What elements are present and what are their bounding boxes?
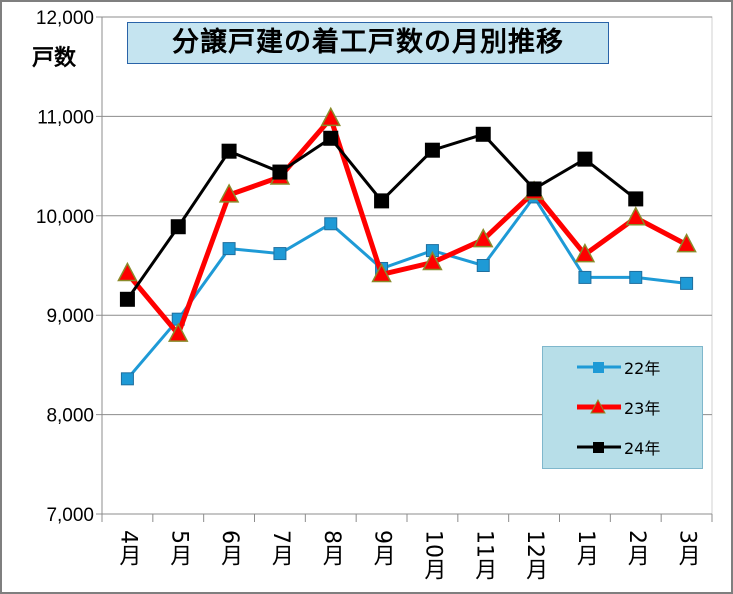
data-point	[371, 262, 392, 283]
data-point	[676, 233, 697, 253]
x-tick-label: 1月	[572, 530, 598, 566]
data-point	[476, 259, 490, 272]
x-tick-label: 12月	[522, 530, 548, 580]
series-22年	[120, 190, 694, 386]
data-point	[324, 217, 338, 231]
y-tick-label: 10,000	[36, 207, 94, 228]
legend-marker	[577, 362, 621, 373]
data-point	[629, 270, 643, 284]
legend-label: 23年	[624, 399, 661, 418]
legend-marker	[577, 442, 621, 453]
data-point	[170, 219, 186, 235]
x-tick-label: 6月	[217, 530, 243, 566]
x-tick-label: 2月	[623, 530, 649, 566]
legend-item: 22年	[577, 357, 661, 378]
x-tick-label: 7月	[267, 530, 293, 566]
y-tick-label: 7,000	[46, 505, 94, 526]
data-point	[272, 164, 288, 180]
data-point	[526, 181, 542, 197]
data-point	[222, 242, 236, 256]
data-point	[578, 270, 592, 284]
data-point	[424, 142, 440, 158]
data-point	[218, 183, 240, 203]
y-tick-label: 11,000	[37, 107, 94, 128]
legend-item: 24年	[577, 437, 661, 458]
data-point	[117, 261, 138, 282]
data-point	[374, 193, 390, 209]
y-axis-label: 戸数	[32, 46, 77, 71]
legend: 22年 23年 24年	[542, 346, 703, 469]
data-point	[577, 151, 593, 167]
data-point	[120, 372, 134, 386]
data-point	[119, 291, 135, 307]
data-point	[221, 143, 237, 159]
data-point	[473, 228, 494, 248]
x-tick-label: 5月	[166, 530, 192, 566]
series-24年	[119, 126, 644, 307]
legend-item: 23年	[577, 397, 661, 418]
x-tick-label: 10月	[420, 530, 446, 580]
y-tick-label: 12,000	[36, 8, 94, 29]
data-point	[323, 130, 339, 146]
legend-label: 22年	[624, 359, 661, 378]
series-line	[126, 194, 687, 380]
data-point	[625, 206, 646, 226]
data-point	[320, 106, 341, 127]
data-point	[628, 191, 644, 207]
x-tick-label: 4月	[115, 530, 141, 566]
data-point	[273, 247, 287, 261]
data-point	[168, 322, 189, 342]
legend-label: 24年	[624, 439, 661, 458]
chart-title: 分譲戸建の着工戸数の月別推移	[127, 22, 609, 64]
x-tick-label: 8月	[318, 530, 344, 566]
y-tick-label: 9,000	[46, 306, 94, 327]
x-tick-label: 9月	[369, 530, 395, 566]
series-line	[125, 113, 688, 340]
data-point	[475, 126, 491, 142]
x-tick-label: 3月	[674, 530, 700, 566]
x-tick-label: 11月	[471, 530, 497, 580]
legend-marker	[577, 398, 621, 414]
data-point	[680, 276, 694, 290]
data-point	[422, 250, 443, 271]
y-tick-label: 8,000	[46, 406, 94, 427]
data-point	[574, 242, 596, 263]
